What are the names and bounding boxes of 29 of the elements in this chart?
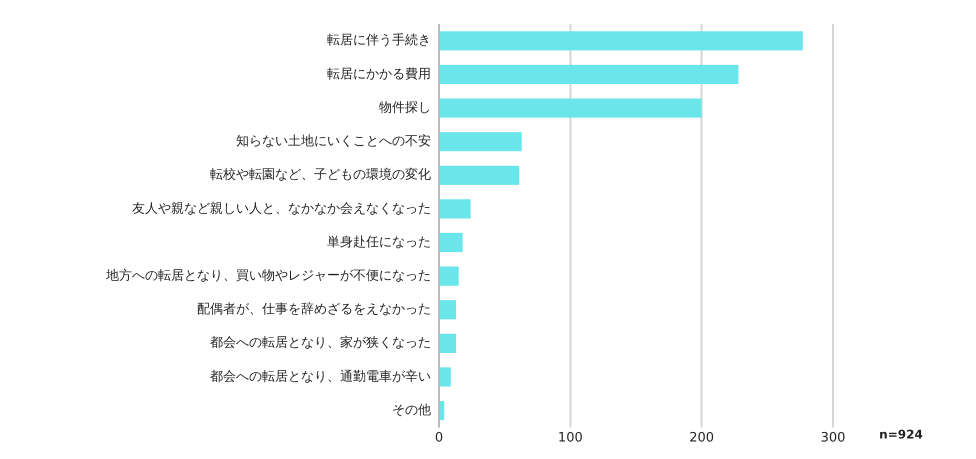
- x-tick-label: 100: [558, 430, 583, 446]
- y-tick-label: 都会への転居となり、家が狭くなった: [210, 334, 431, 351]
- x-tick-label: 300: [820, 430, 846, 446]
- bar: [440, 232, 463, 252]
- bar: [440, 334, 456, 353]
- bar: [440, 132, 522, 152]
- y-tick-label: 友人や親など親しい人と、なかなか会えなくなった: [132, 201, 431, 216]
- y-tick-label: 知らない土地にいくことへの不安: [236, 133, 431, 150]
- y-tick-label: 転校や転園など、子どもの環境の変化: [210, 166, 431, 183]
- x-tick-label: 0: [434, 430, 444, 446]
- bar: [440, 401, 444, 420]
- bar: [440, 199, 471, 218]
- y-tick-label: 転居にかかる費用: [327, 66, 431, 82]
- bar: [440, 266, 459, 286]
- bar: [440, 166, 520, 185]
- y-tick-label: 転居に伴う手続き: [327, 33, 431, 48]
- x-tick-label: 200: [689, 430, 714, 446]
- bar: [440, 64, 738, 84]
- bar: [440, 31, 803, 50]
- y-tick-label: 都会への転居となり、通勤電車が辛い: [210, 369, 431, 384]
- bar: [440, 98, 702, 118]
- bar: [440, 300, 456, 320]
- y-tick-label: 地方への転居となり、買い物やレジャーが不便になった: [105, 268, 431, 284]
- y-tick-label: その他: [392, 402, 431, 418]
- text: n=924: [879, 428, 923, 442]
- y-tick-label: 単身赴任になった: [327, 234, 431, 250]
- y-tick-label: 配偶者が、仕事を辞めざるをえなかった: [197, 302, 431, 318]
- bar: [440, 367, 451, 387]
- y-tick-label: 物件探し: [379, 100, 431, 116]
